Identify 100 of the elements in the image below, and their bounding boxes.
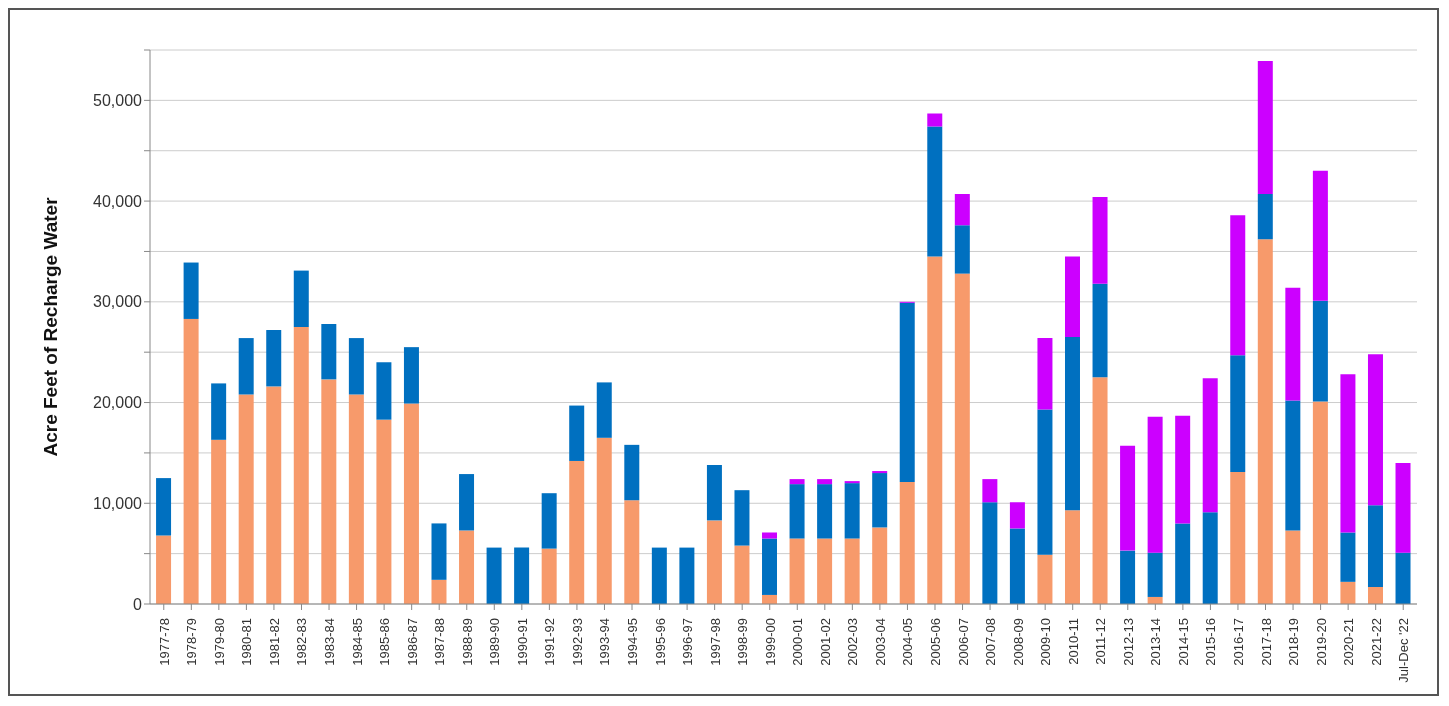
- bar: [762, 532, 778, 539]
- bar: [1202, 378, 1218, 513]
- bar: [1285, 530, 1301, 604]
- x-tick-label: 1995-96: [652, 618, 668, 666]
- bar: [844, 538, 860, 604]
- x-tick-label: 1977-78: [156, 618, 172, 666]
- bar: [514, 547, 530, 604]
- x-tick-label: 1994-95: [625, 618, 641, 666]
- bar: [211, 383, 227, 440]
- x-tick-label: 1986-87: [404, 618, 420, 666]
- x-tick-label: 2021-22: [1368, 618, 1384, 666]
- bar: [899, 302, 915, 483]
- x-tick-label: 2004-05: [900, 618, 916, 666]
- bar: [1037, 409, 1053, 555]
- bar: [596, 382, 612, 438]
- bar: [1092, 283, 1108, 378]
- x-tick-label: 2003-04: [872, 618, 888, 666]
- bar: [1312, 170, 1328, 301]
- bar: [982, 479, 998, 503]
- bar: [1202, 512, 1218, 604]
- x-tick-label: 1997-98: [707, 618, 723, 666]
- bar: [1230, 472, 1246, 604]
- x-tick-label: Jul-Dec '22: [1396, 618, 1412, 683]
- y-tick-label: 50,000: [93, 92, 143, 110]
- bar: [1120, 445, 1136, 551]
- bar: [706, 520, 722, 604]
- bar: [596, 437, 612, 604]
- x-tick-label: 2014-15: [1175, 618, 1191, 666]
- bar: [266, 386, 282, 604]
- bar: [238, 338, 254, 395]
- y-axis-title: Acre Feet of Recharge Water: [39, 196, 61, 457]
- bar: [1175, 415, 1191, 524]
- x-tick-label: 1984-85: [349, 618, 365, 666]
- bar: [321, 379, 337, 604]
- x-tick-label: 1998-99: [735, 618, 751, 666]
- bar: [1175, 523, 1191, 604]
- bar: [1064, 337, 1080, 511]
- bar: [1064, 510, 1080, 604]
- bar: [927, 126, 943, 257]
- x-tick-label: 1978-79: [184, 618, 200, 666]
- bar: [789, 538, 805, 604]
- bar: [844, 483, 860, 539]
- bar: [376, 362, 392, 420]
- bar: [321, 323, 337, 380]
- x-tick-label: 2007-08: [983, 618, 999, 666]
- x-tick-label: 1985-86: [377, 618, 393, 666]
- bar: [982, 502, 998, 604]
- bar: [459, 474, 475, 531]
- bar: [403, 403, 419, 604]
- bar: [1009, 528, 1025, 604]
- bar: [1037, 554, 1053, 604]
- x-tick-label: 1987-88: [432, 618, 448, 666]
- bar: [1285, 400, 1301, 531]
- bar: [156, 535, 172, 604]
- x-tick-label: 1988-89: [459, 618, 475, 666]
- x-tick-label: 2019-20: [1313, 618, 1329, 666]
- bar: [1092, 377, 1108, 604]
- bar: [1064, 256, 1080, 338]
- x-tick-label: 1983-84: [322, 618, 338, 666]
- y-tick-label: 40,000: [93, 192, 143, 210]
- y-tick-label: 30,000: [93, 293, 143, 311]
- bar: [1147, 552, 1163, 597]
- bar: [1257, 194, 1273, 240]
- bar: [734, 545, 750, 604]
- bar: [1367, 505, 1383, 587]
- bar: [872, 527, 888, 604]
- bar: [706, 465, 722, 521]
- x-tick-label: 2016-17: [1230, 618, 1246, 666]
- bar: [1037, 338, 1053, 410]
- bar: [624, 444, 640, 501]
- bar: [1367, 354, 1383, 506]
- x-tick-label: 2011-12: [1093, 618, 1109, 665]
- bar: [183, 318, 199, 604]
- x-tick-label: 2018-19: [1286, 618, 1302, 666]
- bar: [817, 479, 833, 485]
- bar: [293, 270, 309, 327]
- bar: [348, 338, 364, 395]
- bar: [431, 579, 447, 604]
- bar: [1120, 550, 1136, 604]
- bar: [927, 113, 943, 127]
- bar: [844, 481, 860, 484]
- bar: [817, 484, 833, 539]
- x-tick-label: 1982-83: [294, 618, 310, 666]
- bar: [954, 273, 970, 604]
- bar: [899, 482, 915, 604]
- bar: [541, 548, 557, 604]
- bar: [872, 471, 888, 474]
- bar: [1312, 401, 1328, 604]
- x-tick-label: 2020-21: [1341, 618, 1357, 666]
- x-tick-label: 1992-93: [569, 618, 585, 666]
- bar: [762, 538, 778, 595]
- bar: [1257, 239, 1273, 604]
- x-tick-label: 1981-82: [266, 618, 282, 666]
- bar: [403, 347, 419, 404]
- bar: [1340, 532, 1356, 582]
- bar: [1340, 581, 1356, 604]
- x-tick-label: 1991-92: [542, 618, 558, 666]
- x-tick-label: 2008-09: [1010, 618, 1026, 666]
- x-tick-label: 2009-10: [1038, 618, 1054, 666]
- x-tick-label: 1990-91: [514, 618, 530, 666]
